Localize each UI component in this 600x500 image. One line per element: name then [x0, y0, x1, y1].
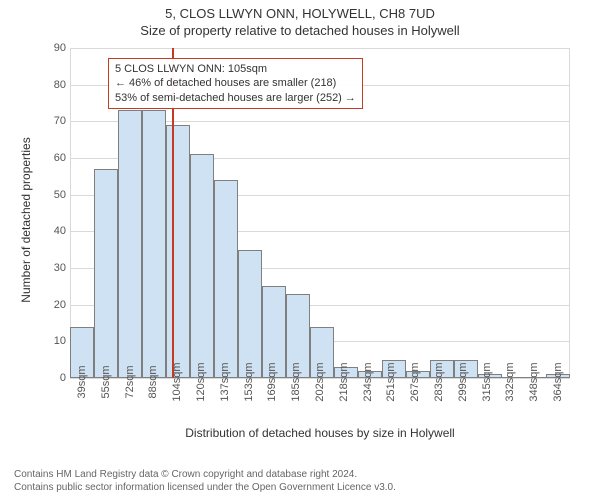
x-tick: 332sqm: [504, 362, 516, 401]
annotation-line2: ← 46% of detached houses are smaller (21…: [115, 76, 356, 90]
bar: [142, 110, 166, 378]
title-address: 5, CLOS LLWYN ONN, HOLYWELL, CH8 7UD: [0, 6, 600, 21]
x-tick: 153sqm: [243, 362, 255, 401]
title-subtitle: Size of property relative to detached ho…: [0, 23, 600, 38]
y-tick: 50: [40, 189, 66, 201]
footer-line2: Contains public sector information licen…: [14, 481, 396, 494]
x-tick: 185sqm: [290, 362, 302, 401]
bar: [214, 180, 238, 378]
x-tick: 218sqm: [338, 362, 350, 401]
x-tick: 120sqm: [195, 362, 207, 401]
bar: [166, 125, 190, 378]
x-axis: 39sqm55sqm72sqm88sqm104sqm120sqm137sqm15…: [70, 378, 570, 418]
y-tick: 60: [40, 152, 66, 164]
annotation-line1: 5 CLOS LLWYN ONN: 105sqm: [115, 62, 356, 76]
x-tick: 283sqm: [433, 362, 445, 401]
y-tick: 40: [40, 225, 66, 237]
x-tick: 137sqm: [219, 362, 231, 401]
x-tick: 72sqm: [124, 365, 136, 398]
bar: [118, 110, 142, 378]
y-tick: 0: [40, 372, 66, 384]
title-block: 5, CLOS LLWYN ONN, HOLYWELL, CH8 7UD Siz…: [0, 0, 600, 38]
y-tick: 30: [40, 262, 66, 274]
x-tick: 364sqm: [552, 362, 564, 401]
x-tick: 104sqm: [171, 362, 183, 401]
x-axis-label: Distribution of detached houses by size …: [70, 426, 570, 440]
x-tick: 55sqm: [100, 365, 112, 398]
y-tick: 70: [40, 115, 66, 127]
x-tick: 169sqm: [266, 362, 278, 401]
chart: 0102030405060708090 Number of detached p…: [40, 48, 580, 418]
bar: [190, 154, 214, 378]
y-axis: 0102030405060708090: [40, 48, 70, 378]
x-tick: 39sqm: [76, 365, 88, 398]
y-tick: 20: [40, 299, 66, 311]
x-tick: 202sqm: [314, 362, 326, 401]
x-tick: 299sqm: [457, 362, 469, 401]
x-tick: 348sqm: [528, 362, 540, 401]
y-tick: 10: [40, 335, 66, 347]
x-tick: 267sqm: [409, 362, 421, 401]
annotation-line3: 53% of semi-detached houses are larger (…: [115, 91, 356, 105]
x-tick: 315sqm: [481, 362, 493, 401]
footer: Contains HM Land Registry data © Crown c…: [14, 468, 396, 494]
x-tick: 251sqm: [385, 362, 397, 401]
plot-area: 5 CLOS LLWYN ONN: 105sqm ← 46% of detach…: [70, 48, 570, 378]
y-tick: 90: [40, 42, 66, 54]
bar: [238, 250, 262, 378]
x-tick: 88sqm: [147, 365, 159, 398]
x-tick: 234sqm: [362, 362, 374, 401]
y-tick: 80: [40, 79, 66, 91]
footer-line1: Contains HM Land Registry data © Crown c…: [14, 468, 396, 481]
annotation-box: 5 CLOS LLWYN ONN: 105sqm ← 46% of detach…: [108, 58, 363, 109]
bar: [94, 169, 118, 378]
